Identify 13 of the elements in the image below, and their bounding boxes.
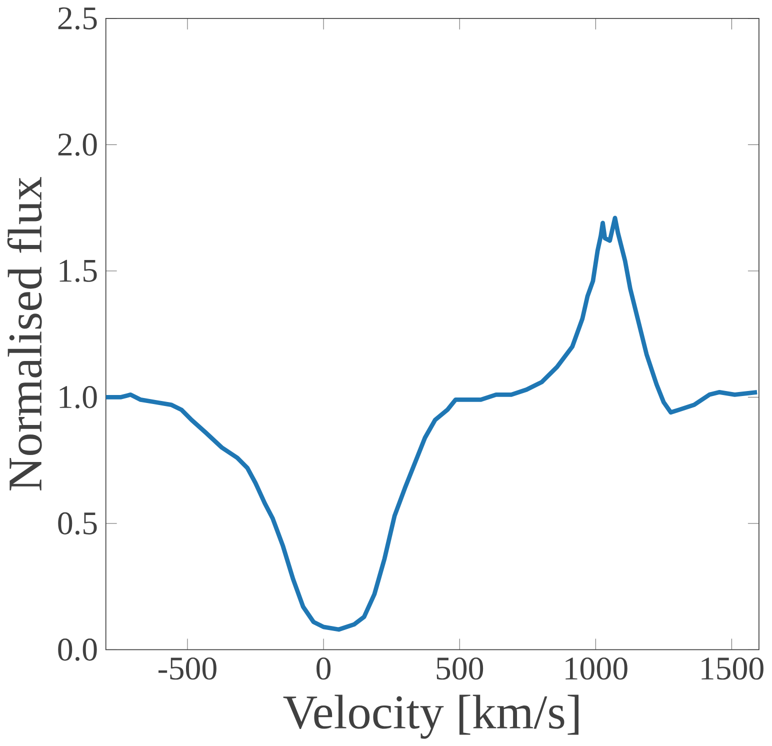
x-tick-label: 500 xyxy=(436,657,484,680)
y-tick-label: 2.5 xyxy=(58,7,97,30)
y-tick-label: 1.0 xyxy=(60,386,97,408)
y-axis-title: Normalised flux xyxy=(7,176,42,490)
x-axis-title: Velocity [km/s] xyxy=(283,694,578,739)
x-tick-label: 1500 xyxy=(702,657,764,680)
y-tick-label: 1.5 xyxy=(60,260,97,282)
y-tick-label: 0.5 xyxy=(58,512,97,535)
x-tick-label: -500 xyxy=(158,657,216,680)
y-tick-label: 0.0 xyxy=(58,638,97,661)
x-tick-label: 1000 xyxy=(566,657,628,680)
x-tick-label: 0 xyxy=(316,657,331,680)
y-tick-label: 2.0 xyxy=(58,134,97,156)
